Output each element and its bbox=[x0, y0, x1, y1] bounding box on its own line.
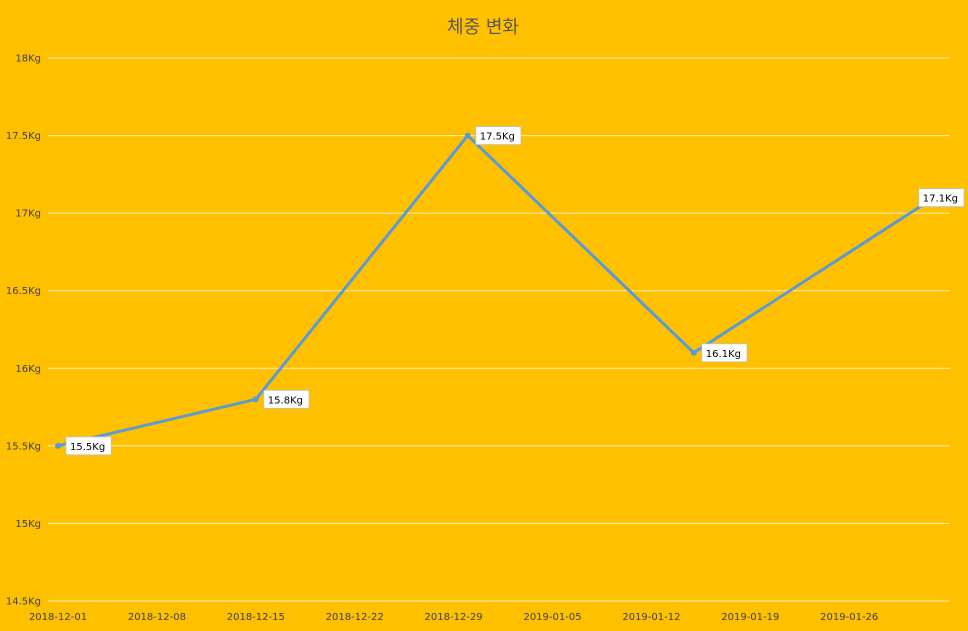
y-tick-label: 15.5Kg bbox=[6, 441, 41, 452]
x-tick-label: 2018-12-22 bbox=[326, 612, 384, 623]
y-tick-label: 15Kg bbox=[15, 519, 41, 530]
data-point bbox=[55, 442, 61, 449]
y-tick-label: 16Kg bbox=[15, 364, 41, 375]
y-tick-label: 17.5Kg bbox=[6, 131, 41, 142]
x-tick-label: 2018-12-29 bbox=[425, 612, 483, 623]
x-tick-label: 2018-12-15 bbox=[227, 612, 285, 623]
data-label-box bbox=[65, 436, 112, 456]
y-tick-label: 14.5Kg bbox=[6, 597, 41, 608]
y-axis-ticks: 14.5Kg 15Kg 15.5Kg 16Kg 16.5Kg 17Kg 17.5Kg 18Kg bbox=[6, 54, 41, 608]
data-point bbox=[464, 132, 471, 139]
data-label-box bbox=[701, 343, 748, 363]
x-tick-label: 2019-01-19 bbox=[721, 612, 779, 623]
data-point bbox=[690, 349, 697, 356]
data-label: 17.1Kg bbox=[923, 194, 958, 205]
x-tick-label: 2019-01-26 bbox=[820, 612, 878, 623]
x-axis-ticks: 2018-12-01 2018-12-08 2018-12-15 2018-12-22… bbox=[29, 612, 878, 623]
x-tick-label: 2019-01-05 bbox=[523, 612, 581, 623]
y-tick-label: 16.5Kg bbox=[6, 286, 41, 297]
data-label-box bbox=[475, 126, 522, 145]
data-point bbox=[252, 396, 259, 403]
data-label: 16.1Kg bbox=[706, 349, 741, 360]
y-tick-label: 18Kg bbox=[15, 54, 41, 65]
series-weight bbox=[55, 132, 937, 449]
chart-title: 체중 변화 bbox=[447, 17, 519, 38]
data-label-box bbox=[918, 188, 965, 208]
data-label-box bbox=[263, 389, 310, 409]
x-tick-label: 2019-01-12 bbox=[622, 612, 680, 623]
x-tick-label: 2018-12-01 bbox=[29, 612, 87, 623]
y-tick-label: 17Kg bbox=[15, 209, 41, 220]
data-label: 17.5Kg bbox=[480, 132, 515, 143]
data-label: 15.8Kg bbox=[268, 395, 303, 406]
gridlines bbox=[48, 57, 950, 602]
data-label: 15.5Kg bbox=[70, 442, 105, 453]
x-tick-label: 2018-12-08 bbox=[128, 612, 186, 623]
data-labels: 15.5Kg 15.8Kg 17.5Kg 16.1Kg 17.1Kg bbox=[65, 126, 965, 456]
